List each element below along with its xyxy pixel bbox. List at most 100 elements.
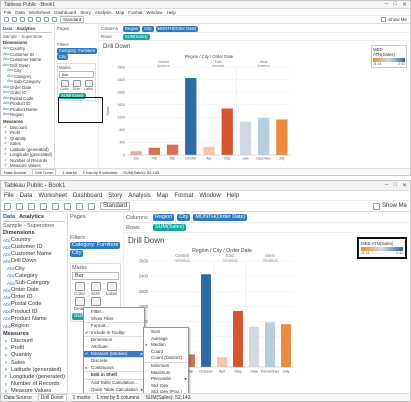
measure-field[interactable]: # Profit [3,130,52,136]
menu-help-zoom[interactable]: Help [226,192,240,199]
columns-pill-region[interactable]: Region [123,25,141,32]
new-sheet-icon[interactable] [40,202,47,210]
menu-format-zoom[interactable]: Format [174,192,194,199]
columns-pill-order-date-zoom[interactable]: MONTH(Order Date) [193,214,248,221]
labels-icon[interactable] [88,202,95,210]
marks-color-button[interactable]: Color [59,80,70,91]
new-sheet-icon[interactable] [28,17,33,22]
undo-icon[interactable] [4,17,9,22]
menu-item[interactable]: Show Filter [91,315,114,321]
swap-icon[interactable] [36,17,41,22]
menu-item[interactable]: Minimum [144,361,188,370]
sheet-tab-data-source[interactable]: Data Source [4,169,27,175]
marks-size-button-zoom[interactable]: Size [88,282,103,296]
menu-item[interactable]: Percentile [144,376,188,383]
marks-color-button-zoom[interactable]: Color [72,282,87,296]
mark-type-dropdown[interactable]: Bar [59,71,94,78]
marks-detail-button-zoom[interactable]: Detail [72,297,87,311]
menu-item[interactable]: Sum [151,329,161,334]
window-controls[interactable]: – □ ✕ [385,1,407,8]
menu-story[interactable]: Story [80,9,91,15]
menu-item[interactable]: Format... [84,322,144,330]
measure-field[interactable]: # Discount [3,338,65,345]
save-icon[interactable] [28,202,35,210]
show-me-button-zoom[interactable]: Show Me [372,202,407,210]
dimension-field[interactable]: Abc Sub-Category [3,79,52,85]
dimension-field[interactable]: Abc Customer ID [3,244,65,251]
menu-item[interactable]: Edit in Shelf [84,371,144,379]
tab-data-zoom[interactable]: Data [3,214,16,220]
marks-label-button-zoom[interactable]: Label [104,282,119,296]
dimension-field[interactable]: Abc Product Name [3,316,65,323]
measure-field[interactable]: # Quantity [3,352,65,359]
measure-field[interactable]: # Longitude (generated) [3,374,65,381]
filter-pill-category[interactable]: Category: Furniture [57,48,98,54]
menu-file-zoom[interactable]: File [4,192,14,199]
undo-icon[interactable] [4,202,11,210]
menu-item[interactable]: Median [144,342,188,349]
sheet-tab-data-source-zoom[interactable]: Data Source [4,394,32,401]
menu-map[interactable]: Map [115,9,125,15]
dimension-field[interactable]: Abc City [3,266,65,273]
menu-item[interactable]: Attribute [91,343,108,349]
marks-label-button[interactable]: Label [83,80,94,91]
measure-field[interactable]: # Latitude (generated) [3,367,65,374]
dimension-field[interactable]: Abc Region [3,323,65,330]
menu-dashboard[interactable]: Dashboard [54,9,77,15]
menu-worksheet[interactable]: Worksheet [28,9,51,15]
swap-icon[interactable] [52,202,59,210]
menu-item[interactable]: Maximum [151,369,171,375]
menu-analysis[interactable]: Analysis [94,9,112,15]
measure-field[interactable]: # Latitude (generated) [3,147,52,153]
filter-pill-category-zoom[interactable]: Category: Furniture [70,242,121,249]
menu-data[interactable]: Data [15,9,25,15]
menu-item[interactable]: Measure (Median) [84,350,144,358]
dimension-field[interactable]: Abc Drill Down [3,258,65,265]
dimension-field[interactable]: Abc Customer Name [3,251,65,258]
columns-pill-city[interactable]: City [142,25,154,32]
columns-shelf-zoom[interactable]: Columns Region City MONTH(Order Date) [124,213,410,223]
dimension-field[interactable]: Abc Product Name [3,107,52,113]
sheet-tab-drill-down[interactable]: Drill Down [32,168,57,175]
fit-dropdown-zoom[interactable]: Standard [100,202,131,210]
dimension-field[interactable]: Abc Country [3,237,65,244]
menu-item[interactable]: Filter... [91,309,105,314]
dimension-field[interactable]: Abc Region [3,112,52,118]
sort-icon[interactable] [44,17,49,22]
dimension-field[interactable]: Abc Customer ID [3,52,52,58]
sort-icon[interactable] [64,202,71,210]
dimension-field[interactable]: Abc Order ID [3,90,52,96]
menu-analysis-zoom[interactable]: Analysis [128,192,151,199]
dimension-field[interactable]: Abc Sub-Category [3,280,65,287]
menu-worksheet-zoom[interactable]: Worksheet [38,192,67,199]
measure-field[interactable]: # Discount [3,125,52,131]
menu-window-zoom[interactable]: Window [199,192,221,199]
dimension-field[interactable]: Abc Order Date [3,287,65,294]
menu-dashboard-zoom[interactable]: Dashboard [72,192,103,199]
dimension-field[interactable]: Abc Product ID [3,309,65,316]
tab-analytics[interactable]: Analytics [16,26,36,31]
show-me-button[interactable]: Show Me [381,17,407,22]
dimension-field[interactable]: Abc Postal Code [3,301,65,308]
save-icon[interactable] [20,17,25,22]
sheet-tab-drill-down-zoom[interactable]: Drill Down [37,393,67,401]
redo-icon[interactable] [16,202,23,210]
mark-type-dropdown-zoom[interactable]: Bar [72,272,119,280]
menu-item[interactable]: Count [151,348,164,354]
tab-data[interactable]: Data [3,26,13,31]
data-source-name[interactable]: Sample - Superstore [3,34,43,39]
fit-dropdown[interactable]: Standard [60,16,85,23]
measure-field[interactable]: # Quantity [3,136,52,142]
measure-field[interactable]: # Sales [3,141,52,147]
dimension-field[interactable]: Abc Category [3,273,65,280]
columns-shelf[interactable]: Columns Region City MONTH(Order Date) [99,25,410,33]
menu-item[interactable]: Include in Tooltip [84,330,144,337]
dimension-field[interactable]: Abc Order ID [3,294,65,301]
measure-field[interactable]: # Profit [3,345,65,352]
menu-item[interactable]: Count (Distinct) [151,355,183,361]
menu-item[interactable]: Std. Dev (Pop.) [151,389,182,395]
rows-shelf[interactable]: Rows SUM(Sales) [99,33,410,41]
measure-field[interactable]: # Measure Values [3,163,52,168]
menu-data-zoom[interactable]: Data [19,192,33,199]
measure-pill-top[interactable]: SUM(Sales) [59,93,86,99]
